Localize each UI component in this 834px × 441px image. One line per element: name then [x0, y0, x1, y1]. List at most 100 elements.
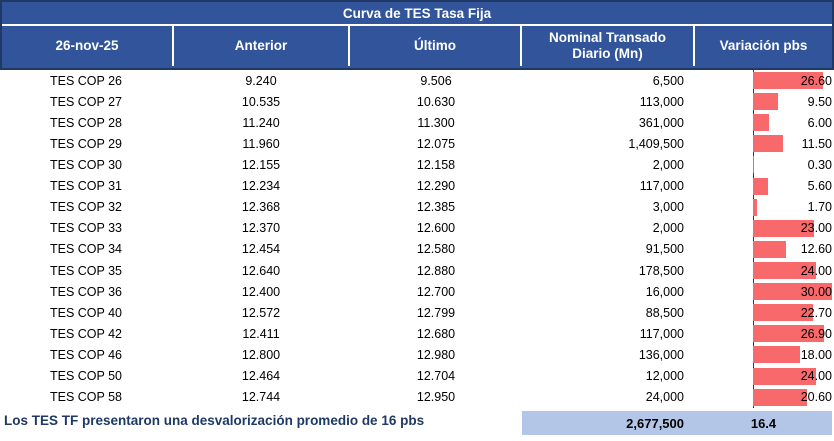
- cell-anterior: 12.234: [241, 179, 281, 194]
- cell-nominal: 113,000: [639, 94, 684, 109]
- cell-anterior: 12.370: [241, 221, 281, 236]
- cell-ultimo: 12.700: [416, 284, 456, 299]
- variacion-label: 0.30: [807, 157, 832, 172]
- table-footer: Los TES TF presentaron una desvalorizaci…: [0, 408, 834, 436]
- variacion-label: 1.70: [807, 200, 832, 215]
- cell-variacion: 23.00: [695, 217, 834, 239]
- variacion-label: 24.00: [800, 369, 832, 384]
- cell-anterior: 12.400: [241, 284, 281, 299]
- variacion-bar: [753, 346, 800, 364]
- cell-nominal: 24,000: [645, 390, 684, 405]
- cell-nominal: 117,000: [639, 326, 684, 341]
- cell-bond-name: TES COP 28: [49, 115, 123, 130]
- cell-variacion: 24.00: [695, 365, 834, 387]
- cell-nominal: 3,000: [652, 200, 684, 215]
- cell-variacion: 12.60: [695, 238, 834, 260]
- variacion-bar: [753, 114, 769, 132]
- table-row: TES COP 34 12.454 12.580 91,500 12.60: [0, 238, 834, 260]
- cell-nominal: 91,500: [645, 242, 684, 257]
- variacion-bar: [753, 261, 816, 279]
- cell-nominal: 178,500: [638, 263, 684, 278]
- cell-variacion: 11.50: [695, 133, 834, 155]
- variacion-label: 6.00: [807, 115, 832, 130]
- cell-anterior: 11.960: [242, 136, 280, 151]
- table-row: TES COP 58 12.744 12.950 24,000 20.60: [0, 386, 834, 408]
- cell-bond-name: TES COP 32: [49, 200, 123, 215]
- cell-variacion: 0.30: [695, 154, 834, 176]
- totals-band: 2,677,500 16.4: [522, 411, 832, 435]
- cell-nominal: 136,000: [638, 347, 684, 362]
- variacion-bar: [753, 388, 807, 406]
- cell-anterior: 12.640: [241, 263, 281, 278]
- cell-bond-name: TES COP 30: [49, 157, 123, 172]
- cell-ultimo: 10.630: [416, 94, 456, 109]
- cell-ultimo: 12.880: [416, 263, 456, 278]
- cell-bond-name: TES COP 46: [49, 347, 123, 362]
- cell-nominal: 12,000: [645, 369, 684, 384]
- cell-ultimo: 12.580: [416, 242, 456, 257]
- cell-ultimo: 12.704: [416, 369, 456, 384]
- cell-bond-name: TES COP 36: [49, 284, 123, 299]
- cell-anterior: 9.240: [245, 73, 277, 88]
- cell-bond-name: TES COP 40: [49, 305, 123, 320]
- column-header-row: 26-nov-25 Anterior Último Nominal Transa…: [2, 26, 832, 66]
- variacion-label: 30.00: [800, 284, 832, 299]
- cell-anterior: 12.744: [241, 390, 281, 405]
- cell-nominal: 16,000: [645, 284, 684, 299]
- cell-ultimo: 12.799: [416, 305, 456, 320]
- variacion-bar: [753, 177, 768, 195]
- variacion-label: 20.60: [800, 390, 832, 405]
- variacion-bar: [753, 72, 823, 89]
- total-nominal-value: 2,677,500: [626, 415, 684, 431]
- variacion-bar: [753, 135, 783, 153]
- table-row: TES COP 42 12.411 12.680 117,000 26.90: [0, 323, 834, 345]
- table-row: TES COP 50 12.464 12.704 12,000 24.00: [0, 365, 834, 387]
- table-row: TES COP 26 9.240 9.506 6,500 26.60: [0, 70, 834, 92]
- cell-bond-name: TES COP 26: [49, 73, 123, 88]
- summary-note: Los TES TF presentaron una desvalorizaci…: [4, 413, 425, 428]
- variacion-label: 11.50: [801, 136, 832, 151]
- cell-nominal: 6,500: [652, 73, 684, 88]
- table-row: TES COP 36 12.400 12.700 16,000 30.00: [0, 281, 834, 303]
- cell-anterior: 12.368: [241, 200, 281, 215]
- cell-variacion: 6.00: [695, 112, 834, 134]
- cell-variacion: 9.50: [695, 91, 834, 113]
- table-header-block: Curva de TES Tasa Fija 26-nov-25 Anterio…: [0, 0, 834, 70]
- cell-anterior: 12.800: [241, 347, 281, 362]
- variacion-bar: [753, 156, 754, 174]
- variacion-bar: [753, 325, 824, 343]
- cell-ultimo: 12.980: [416, 347, 456, 362]
- variacion-bar: [753, 304, 813, 322]
- cell-ultimo: 12.600: [416, 221, 456, 236]
- col-header-nominal: Nominal Transado Diario (Mn): [520, 26, 693, 66]
- col-header-variacion: Variación pbs: [693, 26, 832, 66]
- cell-anterior: 11.240: [242, 115, 280, 130]
- cell-bond-name: TES COP 31: [49, 179, 123, 194]
- cell-ultimo: 12.075: [416, 136, 456, 151]
- cell-nominal: 1,409,500: [628, 136, 684, 151]
- table-row: TES COP 31 12.234 12.290 117,000 5.60: [0, 175, 834, 197]
- col-header-ultimo: Último: [348, 26, 520, 66]
- cell-nominal: 361,000: [638, 115, 684, 130]
- cell-ultimo: 12.950: [416, 390, 456, 405]
- cell-ultimo: 12.158: [416, 157, 456, 172]
- cell-ultimo: 11.300: [417, 115, 455, 130]
- variacion-bar: [753, 198, 757, 216]
- cell-ultimo: 12.680: [416, 326, 456, 341]
- cell-nominal: 117,000: [639, 179, 684, 194]
- variacion-label: 26.60: [800, 73, 832, 88]
- cell-variacion: 26.90: [695, 323, 834, 345]
- cell-anterior: 10.535: [241, 94, 281, 109]
- cell-bond-name: TES COP 50: [49, 369, 123, 384]
- variacion-label: 12.60: [800, 242, 832, 257]
- cell-ultimo: 9.506: [420, 73, 452, 88]
- variacion-bar: [753, 219, 814, 237]
- variacion-label: 5.60: [807, 179, 832, 194]
- variacion-label: 9.50: [807, 94, 832, 109]
- table-row: TES COP 46 12.800 12.980 136,000 18.00: [0, 344, 834, 366]
- table-row: TES COP 40 12.572 12.799 88,500 22.70: [0, 302, 834, 324]
- cell-variacion: 22.70: [695, 302, 834, 324]
- cell-bond-name: TES COP 33: [49, 221, 123, 236]
- col-header-anterior: Anterior: [172, 26, 348, 66]
